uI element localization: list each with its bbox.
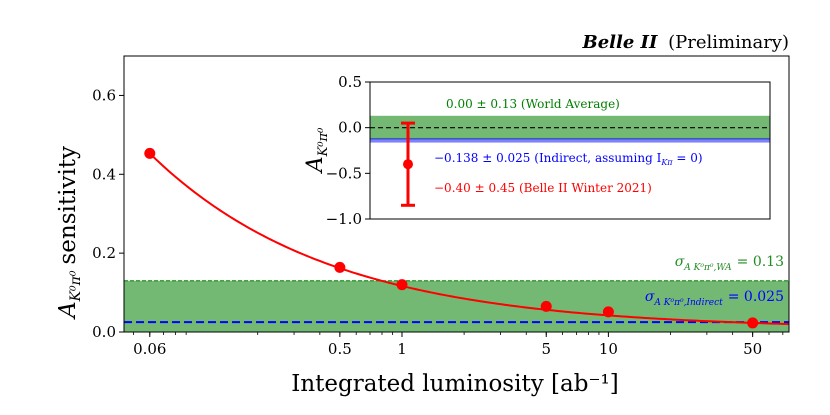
- y-tick-label: 0.2: [92, 244, 116, 262]
- measurement-point: [403, 159, 413, 170]
- chart-title-rest: (Preliminary): [668, 32, 789, 53]
- sensitivity-point-1: [396, 279, 408, 291]
- indirect-sigma-sub: A K⁰π⁰,Indirect: [653, 298, 723, 308]
- inset-y-axis-sub: K⁰π⁰: [316, 127, 331, 157]
- sensitivity-point-5: [540, 300, 552, 312]
- sensitivity-point-0_5: [334, 261, 346, 273]
- main-plot-frame: [123, 55, 790, 333]
- sensitivity-point-0_06: [144, 147, 156, 159]
- inset-y-tick-label: 0.0: [338, 119, 362, 137]
- inset-indirect-text: −0.138 ± 0.025 (Indirect, assuming I: [434, 151, 662, 165]
- wa-sigma-sub: A K⁰π⁰,WA: [683, 263, 732, 273]
- wa-sigma-symbol: σ: [675, 254, 685, 270]
- inset-y-tick-label: −0.5: [326, 164, 362, 182]
- x-tick-label: 1: [397, 340, 407, 358]
- y-tick-label: 0.6: [92, 86, 116, 104]
- y-axis-label-rest: sensitivity: [55, 146, 81, 265]
- chart-title-bold: Belle II: [582, 32, 658, 53]
- x-axis-label: Integrated luminosity [ab⁻¹]: [291, 371, 619, 397]
- y-tick-label: 0.4: [92, 165, 116, 183]
- inset-y-tick-label: −1.0: [326, 210, 362, 228]
- y-axis-label: AK⁰π⁰ sensitivity: [55, 146, 84, 320]
- x-tick-label: 5: [541, 340, 551, 358]
- inset-indirect-label: −0.138 ± 0.025 (Indirect, assuming IKπ =…: [434, 151, 703, 167]
- x-tick-label: 10: [599, 340, 618, 358]
- wa-sigma-value: = 0.13: [737, 254, 784, 270]
- wa-sigma-label: σA K⁰π⁰,WA = 0.13: [675, 254, 784, 273]
- inset-indirect-sub: Kπ: [660, 158, 673, 167]
- y-axis-label-main: A: [55, 301, 81, 320]
- y-tick-label: 0.0: [92, 323, 116, 341]
- x-tick-label: 0.5: [328, 340, 352, 358]
- inset-indirect-end: = 0): [673, 151, 703, 165]
- x-tick-label: 0.06: [133, 340, 166, 358]
- sensitivity-point-10: [602, 306, 614, 318]
- sensitivity-point-50: [747, 317, 759, 329]
- sensitivity-curve: [149, 152, 790, 326]
- inset-background: [370, 82, 770, 219]
- chart-title: Belle II (Preliminary): [582, 32, 790, 53]
- indirect-sigma-symbol: σ: [645, 289, 655, 305]
- inset-indirect-band: [370, 137, 770, 143]
- wa-band: [124, 280, 789, 332]
- inset-frame: [369, 81, 771, 220]
- indirect-sigma-label: σA K⁰π⁰,Indirect = 0.025: [645, 289, 784, 308]
- inset-wa-label: 0.00 ± 0.13 (World Average): [446, 97, 620, 111]
- x-tick-label: 50: [743, 340, 762, 358]
- inset-y-tick-label: 0.5: [338, 73, 362, 91]
- inset-y-axis-label: AK⁰π⁰: [303, 127, 331, 174]
- y-axis-label-sub: K⁰π⁰: [68, 270, 84, 302]
- inset-measurement-label: −0.40 ± 0.45 (Belle II Winter 2021): [434, 181, 652, 195]
- inset-y-axis-main: A: [303, 156, 328, 174]
- indirect-sigma-value: = 0.025: [728, 289, 784, 305]
